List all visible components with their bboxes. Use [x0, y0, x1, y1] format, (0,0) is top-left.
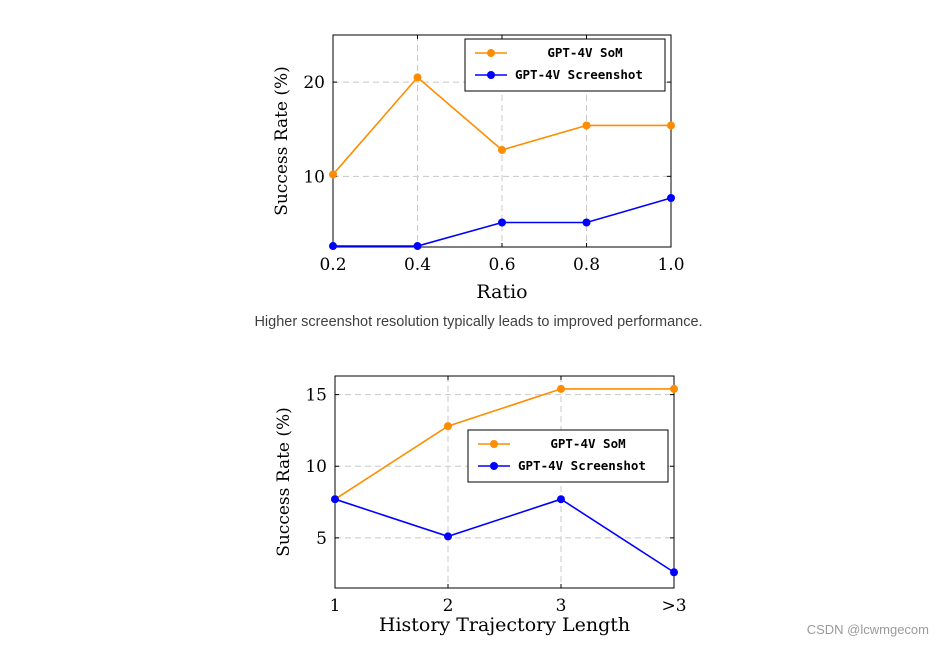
y-tick-label: 5 — [316, 529, 327, 549]
data-point-screenshot — [582, 218, 591, 227]
data-point-screenshot — [498, 218, 506, 227]
data-point-screenshot — [331, 495, 339, 504]
x-tick-label: 0.4 — [404, 255, 431, 275]
data-point-som — [329, 170, 337, 179]
legend-marker — [490, 440, 498, 448]
legend: GPT-4V SoM GPT-4V Screenshot — [464, 38, 666, 92]
chart-2: 1 2 3 >3 5 10 15 History Trajectory Length Succe… — [274, 375, 687, 636]
legend-marker — [487, 49, 495, 57]
x-tick-label: >3 — [661, 596, 686, 616]
series-line-screenshot — [334, 498, 675, 573]
y-tick-label: 10 — [305, 457, 327, 477]
y-axis-label: Success Rate (%) — [274, 407, 294, 557]
legend-label: GPT-4V Screenshot — [515, 67, 643, 82]
legend: GPT-4V SoM GPT-4V Screenshot — [467, 429, 669, 483]
data-point-som — [670, 384, 678, 393]
plot-frame — [334, 375, 675, 589]
chart-1: 0.2 0.4 0.6 0.8 1.0 10 20 Ratio Success Rate (%)… — [272, 34, 685, 303]
data-point-screenshot — [667, 194, 675, 203]
legend-label: GPT-4V Screenshot — [518, 458, 646, 473]
x-tick-label: 0.2 — [319, 255, 346, 275]
data-point-som — [444, 422, 452, 431]
data-point-screenshot — [557, 495, 565, 504]
x-tick-label: 2 — [443, 596, 454, 616]
y-tick-label: 10 — [303, 167, 325, 187]
x-tick-label: 0.6 — [488, 255, 515, 275]
legend-label: GPT-4V SoM — [547, 45, 622, 60]
figure-caption: Higher screenshot resolution typically l… — [254, 314, 703, 330]
legend-label: GPT-4V SoM — [550, 436, 625, 451]
watermark: CSDN @lcwmgecom — [806, 622, 929, 637]
legend-marker — [490, 462, 498, 470]
x-tick-label: 1.0 — [657, 255, 684, 275]
legend-box — [464, 38, 666, 92]
x-tick-label: 0.8 — [573, 255, 600, 275]
legend-marker — [487, 71, 495, 79]
data-point-som — [413, 73, 422, 82]
x-axis-label: Ratio — [476, 281, 527, 303]
x-tick-label: 3 — [556, 596, 567, 616]
data-point-som — [667, 121, 675, 130]
data-point-screenshot — [329, 242, 337, 251]
y-axis-label: Success Rate (%) — [272, 66, 292, 216]
data-point-som — [498, 145, 506, 154]
legend-box — [467, 429, 669, 483]
data-point-som — [582, 121, 591, 130]
series-line-som — [334, 388, 674, 500]
data-point-screenshot — [444, 532, 452, 541]
data-point-screenshot — [670, 568, 678, 577]
x-axis-label: History Trajectory Length — [379, 614, 630, 636]
y-tick-label: 20 — [303, 73, 325, 93]
data-point-screenshot — [413, 242, 422, 251]
x-tick-label: 1 — [330, 596, 341, 616]
y-tick-label: 15 — [305, 386, 327, 406]
data-point-som — [557, 384, 565, 393]
